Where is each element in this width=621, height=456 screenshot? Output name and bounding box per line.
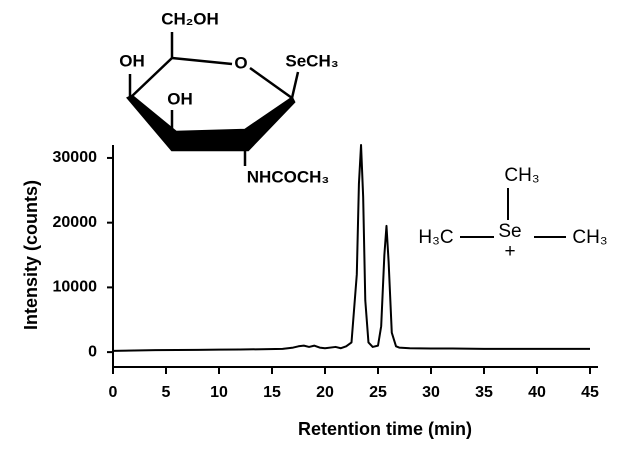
y-axis-label: Intensity (counts) bbox=[21, 180, 41, 330]
selenonium-structure bbox=[460, 188, 566, 238]
x-tick-label: 0 bbox=[109, 384, 118, 401]
annotation: H₃C bbox=[418, 227, 453, 248]
annotation: SeCH₃ bbox=[285, 51, 338, 70]
annotation: O bbox=[234, 53, 247, 72]
data-line bbox=[112, 144, 590, 352]
x-tick-label: 15 bbox=[263, 384, 281, 401]
annotation: NHCOCH₃ bbox=[247, 167, 329, 186]
annotation: + bbox=[504, 241, 515, 262]
x-tick-label: 30 bbox=[422, 384, 440, 401]
y-tick-label: 0 bbox=[88, 343, 97, 360]
y-tick-label: 10000 bbox=[53, 279, 98, 296]
x-tick-label: 35 bbox=[475, 384, 493, 401]
annotation: CH₂OH bbox=[161, 9, 219, 28]
annotation: OH bbox=[167, 89, 193, 108]
y-tick-label: 20000 bbox=[53, 214, 98, 231]
x-tick-label: 20 bbox=[316, 384, 334, 401]
sugar-structure bbox=[126, 32, 300, 166]
x-axis-label: Retention time (min) bbox=[298, 419, 472, 439]
x-tick-label: 40 bbox=[528, 384, 546, 401]
annotation: OH bbox=[119, 51, 145, 70]
x-tick-label: 10 bbox=[210, 384, 228, 401]
annotation: Se bbox=[498, 221, 521, 242]
x-tick-label: 5 bbox=[162, 384, 171, 401]
annotation: CH₃ bbox=[504, 165, 539, 186]
x-tick-label: 25 bbox=[369, 384, 387, 401]
y-tick-label: 30000 bbox=[53, 149, 98, 166]
annotation: CH₃ bbox=[572, 227, 607, 248]
x-tick-label: 45 bbox=[581, 384, 599, 401]
